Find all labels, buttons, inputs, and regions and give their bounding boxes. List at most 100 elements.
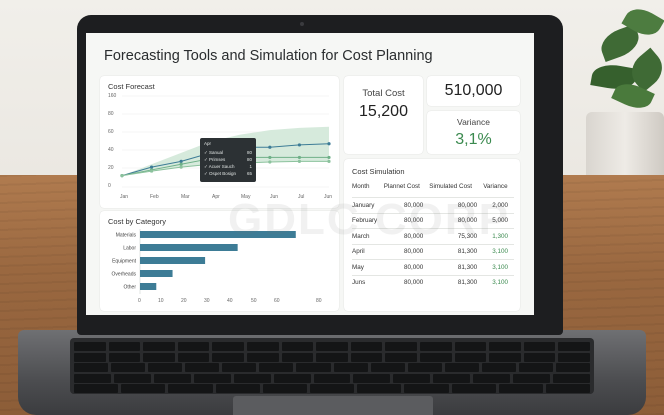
keyboard-key [185,363,220,372]
keyboard-key [451,384,496,393]
cell-month: February [352,212,384,229]
cell-simulated: 80,000 [429,197,484,213]
table-row: February 80,000 80,000 5,000 [352,212,514,229]
keyboard-key [212,352,244,362]
keyboard-key [74,373,111,383]
key-row [74,352,590,362]
simulation-card-title: Cost Simulation [352,167,405,176]
keyboard-key [454,352,487,362]
keyboard-key [518,363,554,372]
cell-variance: 3,100 [483,274,514,290]
data-point [268,145,272,149]
keyboard-key [545,384,591,393]
keyboard-key [246,352,279,362]
keyboard-key [281,352,314,362]
keyboard-key [523,352,556,362]
top-kpi-value: 510,000 [444,82,503,99]
table-row: Juns 80,000 81,300 3,100 [352,274,514,290]
data-point [149,165,154,169]
category-card: Cost by Category 0 10 20 30 40 50 60 80 … [100,211,339,311]
webcam-icon [300,22,304,26]
tooltip-row-label: Ospet Bosign [209,171,237,176]
keyboard-key [153,373,191,383]
simulation-table: Month Plannet Cost Simulated Cost Varian… [352,181,514,290]
data-point [327,159,331,164]
x-tick-label: Mar [181,194,190,200]
table-row: April 80,000 81,300 3,100 [352,243,514,260]
data-point [179,162,183,166]
key-row [74,363,591,372]
cell-simulated: 81,300 [429,243,484,260]
tooltip-row-value: 1 [249,164,252,169]
keyboard-key [74,352,106,362]
data-point [268,160,272,164]
chart-tooltip: Apr ✓ Sanual 80 ✓ Primses 80 ✓ Acuer Sauch… [200,138,256,182]
tooltip-row: ✓ Ospet Bosign 65 [204,171,252,176]
keyboard-key [404,384,449,393]
cell-variance: 2,000 [483,197,514,213]
cell-month: May [352,259,384,275]
cell-variance: 5,000 [483,212,514,229]
category-label: Overheads [112,272,137,278]
tooltip-row-label: Sanual [209,150,224,155]
table-row: January 80,000 80,000 2,000 [352,197,514,213]
cell-variance: 1,300 [483,228,514,244]
category-bar-chart: Materials Labor Equipment Overheads Other [112,229,296,294]
keyboard-key [148,363,183,372]
keyboard-key [233,373,271,383]
tooltip-header: Apr [204,141,212,146]
cell-simulated: 75,300 [429,228,484,244]
y-tick-label: 0 [108,183,111,189]
bar [140,270,173,277]
keyboard-key [513,373,551,383]
category-label: Labor [123,246,136,252]
cell-month: April [352,243,384,260]
keyboard-key [370,363,405,372]
x-tick-label: Apr [212,194,220,200]
total-cost-card: Total Cost 15,200 [344,76,423,154]
keyboard-key [498,384,543,393]
keyboard-key [121,384,166,393]
keyboard-key [259,363,294,372]
laptop-keyboard [70,338,594,394]
data-point [149,169,154,173]
x-tick-label: 10 [158,298,164,304]
keyboard-key [143,342,175,351]
cell-planned: 80,000 [383,197,430,213]
keyboard-key [350,342,383,351]
column-header: Simulated Cost [429,182,472,190]
cell-month: Juns [352,274,384,290]
cell-simulated: 81,300 [429,259,484,275]
forecast-card: Cost Forecast 160 80 60 40 20 0 Jan Feb … [100,76,339,208]
cell-planned: 80,000 [383,259,430,275]
tooltip-row: ✓ Acuer Sauch 1 [204,164,252,169]
watermark-text: GDLC CORP [228,195,510,244]
keyboard-key [385,342,417,351]
keyboard-key [350,352,383,362]
keyboard-key [553,373,590,383]
bar [140,231,296,238]
keyboard-key [74,384,119,393]
variance-card: Variance 3,1% [427,111,520,154]
keyboard-key [454,342,487,351]
keyboard-key [357,384,402,393]
key-row [74,373,590,383]
tooltip-row-value: 80 [246,157,252,162]
keyboard-key [473,373,511,383]
category-label: Equipment [112,259,137,265]
bar [140,244,238,251]
bar [140,283,157,290]
variance-label: Variance [457,117,490,127]
data-point [297,143,302,147]
tooltip-row-label: Primses [209,157,226,162]
keyboard-key [489,342,521,351]
forecast-card-title: Cost Forecast [108,82,155,91]
x-tick-label: 80 [316,298,322,304]
keyboard-key [246,342,279,351]
column-header: Month [352,182,370,190]
keyboard-key [419,342,452,351]
y-tick-label: 40 [108,147,114,153]
keyboard-key [143,352,175,362]
variance-value: 3,1% [455,131,492,148]
keyboard-key [222,363,257,372]
